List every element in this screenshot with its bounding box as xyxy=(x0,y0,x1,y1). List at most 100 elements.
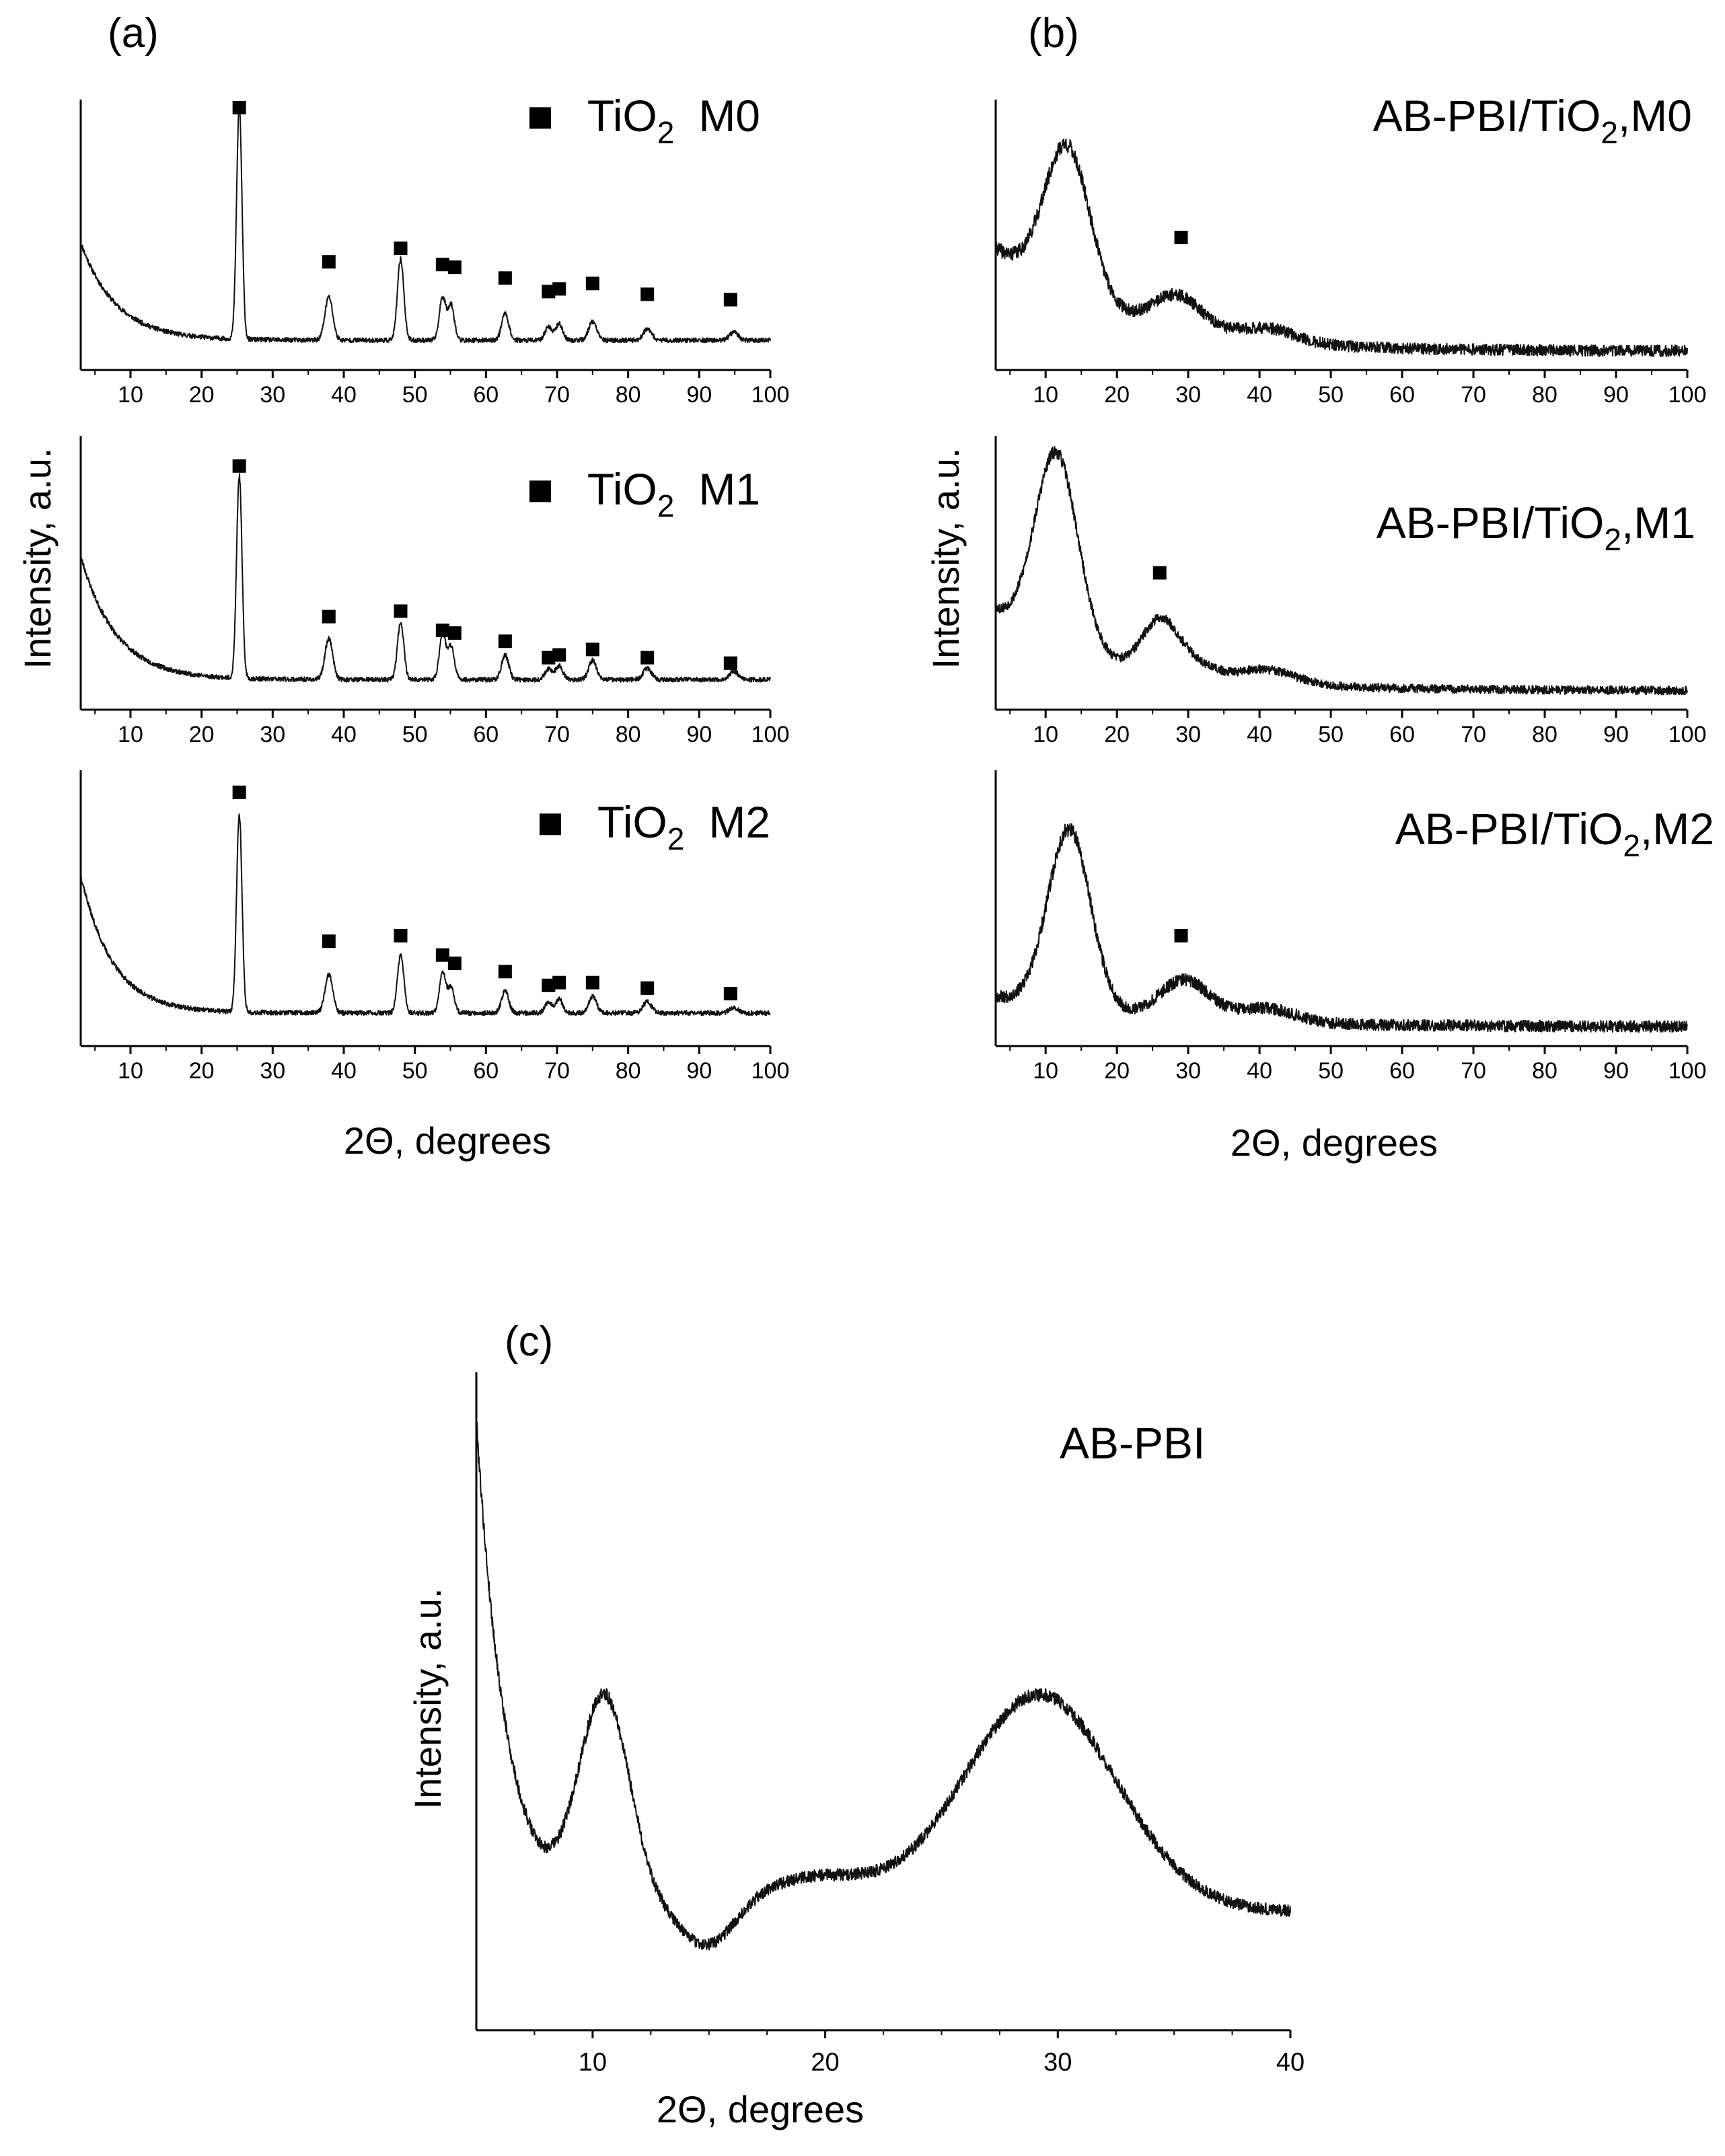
plot-b-m1-tick-label-60: 60 xyxy=(1389,722,1415,747)
legend-a-m1-suffix: M1 xyxy=(698,464,760,514)
plot-a-m1-tick-label-100: 100 xyxy=(751,722,790,747)
legend-b-m0-main: AB-PBI/TiO xyxy=(1373,91,1601,141)
plot-a-m0-tick-label-20: 20 xyxy=(189,382,215,408)
plot-b-m2-tick-label-80: 80 xyxy=(1532,1058,1557,1084)
plot-a-m2-peak-marker-8 xyxy=(585,975,599,990)
legend-b-m1-sub: 2 xyxy=(1604,522,1621,557)
panel-c-xlabel: 2Θ, degrees xyxy=(657,2088,864,2130)
plot-b-m0-tick-label-10: 10 xyxy=(1033,382,1058,408)
plot-b-m2-tick-label-10: 10 xyxy=(1033,1058,1058,1084)
plot-a-m1-peak-marker-5 xyxy=(498,634,512,648)
legend-a-m2-sub: 2 xyxy=(667,821,685,856)
plot-a-m2-peak-marker-4 xyxy=(447,957,462,970)
plot-a-m1-tick-label-60: 60 xyxy=(473,722,499,747)
plot-a-m1-peak-marker-6 xyxy=(542,650,556,665)
plot-a-m2-peak-marker-1 xyxy=(322,934,336,949)
plot-b-m0: AB-PBI/TiO2,M0 10 20 30 40 50 60 70 80 90 100 xyxy=(994,91,1707,408)
plot-a-m0: ■ TiO2 M0 10 20 30 40 50 60 70 80 90 100 xyxy=(79,91,790,408)
plot-a-m0-tick-label-50: 50 xyxy=(402,382,428,408)
legend-a-m0-marker: ■ xyxy=(527,91,554,141)
plot-a-m2-peak-marker-3 xyxy=(435,948,449,962)
plot-a-m1-tick-label-50: 50 xyxy=(402,722,428,747)
plot-b-m1-series-line xyxy=(995,446,1688,696)
plot-a-m2-tick-label-70: 70 xyxy=(544,1058,570,1084)
plot-a-m0-tick-label-70: 70 xyxy=(544,382,570,408)
plot-a-m1-tick-label-10: 10 xyxy=(118,722,143,747)
plot-a-m2-peak-marker-6 xyxy=(542,978,556,992)
plot-b-m2-tick-label-100: 100 xyxy=(1668,1058,1707,1084)
legend-b-m1-suffix: ,M1 xyxy=(1621,498,1695,548)
plot-b-m1-tick-label-100: 100 xyxy=(1668,722,1707,747)
plot-b-m1-tick-label-50: 50 xyxy=(1318,722,1344,747)
plot-b-m0-tick-label-60: 60 xyxy=(1389,382,1415,408)
plot-a-m0-tick-label-10: 10 xyxy=(118,382,143,408)
plot-a-m2-tick-label-60: 60 xyxy=(473,1058,499,1084)
plot-c-ab-pbi-tick-label-10: 10 xyxy=(579,2048,607,2077)
panel-b-xlabel: 2Θ, degrees xyxy=(1231,1121,1438,1164)
plot-a-m1-peak-marker-1 xyxy=(322,609,336,624)
plot-a-m2-tick-label-30: 30 xyxy=(260,1058,285,1084)
legend-a-m0: ■ TiO2 M0 xyxy=(527,91,760,150)
plot-a-m0-tick-label-60: 60 xyxy=(473,382,499,408)
panel-a-letter: (a) xyxy=(108,10,159,57)
legend-a-m1: ■ TiO2 M1 xyxy=(527,464,760,523)
plot-b-m1-tick-label-90: 90 xyxy=(1603,722,1629,747)
panel-c-ylabel: Intensity, a.u. xyxy=(406,1588,449,1810)
legend-b-m2: AB-PBI/TiO2,M2 xyxy=(1395,804,1714,863)
plot-a-m0-tick-label-40: 40 xyxy=(331,382,357,408)
panel-a-xlabel: 2Θ, degrees xyxy=(344,1119,551,1162)
panel-b-ylabel: Intensity, a.u. xyxy=(924,448,967,669)
plot-a-m2-series-line xyxy=(80,813,771,1016)
plot-a-m1-peak-marker-0 xyxy=(232,459,246,473)
plot-a-m0-peak-marker-1 xyxy=(322,255,336,269)
plot-a-m1-peak-marker-9 xyxy=(640,650,655,665)
panel-a-ylabel: Intensity, a.u. xyxy=(16,448,59,669)
plot-a-m2-peak-marker-10 xyxy=(723,987,737,1001)
legend-b-m0-suffix: ,M0 xyxy=(1618,91,1692,141)
plot-b-m1-tick-label-80: 80 xyxy=(1532,722,1557,747)
plot-a-m1-peak-marker-8 xyxy=(585,642,599,657)
plot-a-m0-peak-marker-3 xyxy=(435,258,449,272)
plot-b-m1-tick-label-40: 40 xyxy=(1247,722,1272,747)
plot-a-m1-series-line xyxy=(80,473,771,683)
legend-a-m2-suffix: M2 xyxy=(708,797,770,847)
plot-b-m2-tick-label-60: 60 xyxy=(1389,1058,1415,1084)
plot-b-m0-series-line xyxy=(995,138,1688,357)
plot-a-m0-peak-marker-0 xyxy=(232,101,246,115)
plot-a-m2-peak-marker-7 xyxy=(552,975,566,990)
legend-a-m0-sub: 2 xyxy=(657,115,675,150)
plot-c-ab-pbi-tick-label-20: 20 xyxy=(811,2048,839,2077)
plot-a-m0-peak-marker-8 xyxy=(585,276,599,291)
plot-a-m0-peak-marker-5 xyxy=(498,271,512,285)
legend-a-m0-main: TiO xyxy=(587,91,657,141)
plot-a-m2-tick-label-10: 10 xyxy=(118,1058,143,1084)
plot-a-m2: ■ TiO2 M2 10 20 30 40 50 60 70 80 90 100 xyxy=(79,770,790,1084)
plot-a-m2-tick-label-40: 40 xyxy=(331,1058,357,1084)
plot-a-m1-peak-marker-10 xyxy=(723,656,737,670)
plot-a-m0-tick-label-100: 100 xyxy=(751,382,790,408)
plot-a-m0-peak-marker-4 xyxy=(447,260,462,274)
plot-b-m1-peak-marker-0 xyxy=(1152,566,1167,580)
plot-b-m0-tick-label-70: 70 xyxy=(1461,382,1486,408)
plot-b-m0-tick-label-80: 80 xyxy=(1532,382,1557,408)
plot-a-m0-peak-marker-6 xyxy=(542,285,556,299)
plot-b-m2-tick-label-40: 40 xyxy=(1247,1058,1272,1084)
plot-a-m0-tick-label-80: 80 xyxy=(616,382,641,408)
legend-b-m0-sub: 2 xyxy=(1601,115,1618,150)
plot-c-ab-pbi-tick-label-40: 40 xyxy=(1276,2048,1305,2077)
legend-a-m2-marker: ■ xyxy=(537,797,564,847)
plot-b-m0-tick-label-100: 100 xyxy=(1668,382,1707,408)
legend-b-m0: AB-PBI/TiO2,M0 xyxy=(1373,91,1692,150)
plot-b-m1-tick-label-10: 10 xyxy=(1033,722,1058,747)
plot-b-m1: AB-PBI/TiO2,M1 10 20 30 40 50 60 70 80 90 100 xyxy=(994,436,1707,747)
plot-b-m0-tick-label-30: 30 xyxy=(1175,382,1201,408)
plot-a-m0-peak-marker-7 xyxy=(552,282,566,296)
plot-a-m0-peak-marker-2 xyxy=(394,241,408,256)
plot-a-m2-tick-label-100: 100 xyxy=(751,1058,790,1084)
plot-b-m2-series-line xyxy=(995,823,1688,1033)
panel-c-letter: (c) xyxy=(505,1318,553,1365)
legend-a-m1-marker: ■ xyxy=(527,464,554,514)
plot-a-m1: ■ TiO2 M1 10 20 30 40 50 60 70 80 90 100 xyxy=(79,436,790,747)
plot-a-m1-peak-marker-3 xyxy=(435,623,449,637)
plot-a-m1-peak-marker-2 xyxy=(394,604,408,618)
